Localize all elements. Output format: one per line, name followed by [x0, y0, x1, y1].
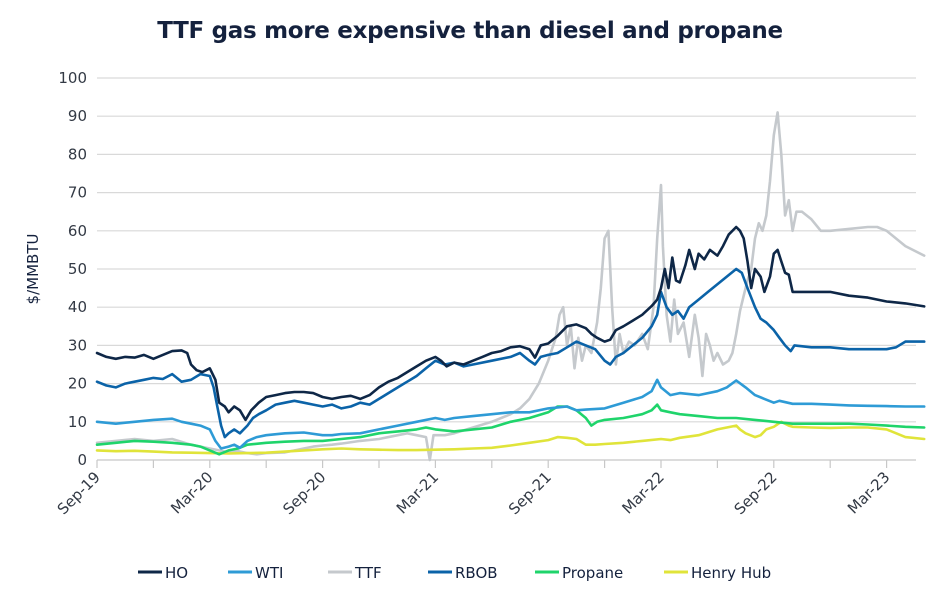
- y-tick-label: 20: [68, 375, 87, 393]
- legend-label: Propane: [562, 564, 623, 582]
- y-tick-label: 90: [68, 107, 87, 125]
- y-tick-label: 0: [77, 451, 87, 469]
- y-tick-label: 60: [68, 222, 87, 240]
- legend-item-propane[interactable]: Propane: [535, 564, 623, 582]
- series-line-ttf: [95, 111, 926, 462]
- series-lines: [95, 111, 926, 462]
- chart-title: TTF gas more expensive than diesel and p…: [157, 18, 783, 44]
- legend: HO WTI TTF RBOB Propane Henry Hub: [138, 564, 771, 582]
- legend-item-henry-hub[interactable]: Henry Hub: [664, 564, 771, 582]
- y-axis-title: $/MMBTU: [24, 234, 42, 305]
- x-tick-label: Mar-20: [167, 468, 216, 517]
- series-line-wti: [95, 378, 926, 450]
- x-tick-label: Mar-22: [618, 468, 667, 517]
- series-line-ho: [95, 225, 926, 422]
- y-tick-label: 10: [68, 413, 87, 431]
- legend-item-ttf[interactable]: TTF: [328, 564, 382, 582]
- x-tick-label: Sep-22: [731, 468, 781, 518]
- x-tick-label: Sep-19: [54, 468, 104, 518]
- legend-label: TTF: [354, 564, 382, 582]
- y-tick-label: 80: [68, 145, 87, 163]
- x-tick-label: Sep-20: [279, 468, 329, 518]
- y-tick-label: 50: [68, 260, 87, 278]
- y-tick-label: 30: [68, 336, 87, 354]
- y-tick-label: 40: [68, 298, 87, 316]
- series-line-propane: [95, 403, 926, 456]
- x-tick-label: Mar-21: [393, 468, 442, 517]
- legend-label: Henry Hub: [691, 564, 771, 582]
- legend-item-ho[interactable]: HO: [138, 564, 188, 582]
- legend-item-wti[interactable]: WTI: [228, 564, 283, 582]
- y-tick-label: 100: [58, 69, 87, 87]
- y-tick-label: 70: [68, 184, 87, 202]
- y-axis-ticks: 0 10 20 30 40 50 60 70 80 90 100: [58, 69, 87, 469]
- x-tick-label: Mar-23: [844, 468, 893, 517]
- legend-label: RBOB: [455, 564, 498, 582]
- legend-label: HO: [165, 564, 188, 582]
- legend-item-rbob[interactable]: RBOB: [428, 564, 498, 582]
- x-axis: Sep-19 Mar-20 Sep-20 Mar-21 Sep-21 Mar-22 Sep-…: [54, 460, 893, 518]
- series-line-rbob: [95, 267, 926, 439]
- legend-label: WTI: [255, 564, 283, 582]
- x-tick-label: Sep-21: [505, 468, 555, 518]
